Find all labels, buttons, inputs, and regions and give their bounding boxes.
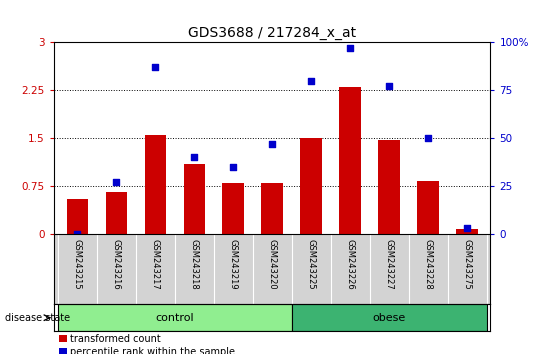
Text: obese: obese: [372, 313, 406, 323]
Point: [424, 135, 432, 141]
Text: GSM243217: GSM243217: [151, 239, 160, 290]
Point: [268, 141, 277, 147]
Point: [307, 78, 315, 84]
Point: [112, 179, 121, 185]
Bar: [292, 304, 487, 331]
Bar: [378, 140, 400, 234]
Text: GSM243227: GSM243227: [385, 239, 393, 290]
Text: control: control: [155, 313, 194, 323]
Point: [385, 84, 393, 89]
Bar: [300, 138, 322, 234]
Bar: [417, 181, 439, 234]
Legend: transformed count, percentile rank within the sample: transformed count, percentile rank withi…: [59, 334, 236, 354]
Point: [346, 45, 355, 51]
Text: GSM243219: GSM243219: [229, 239, 238, 290]
Text: GSM243226: GSM243226: [345, 239, 355, 290]
Text: GSM243225: GSM243225: [307, 239, 316, 290]
Title: GDS3688 / 217284_x_at: GDS3688 / 217284_x_at: [188, 26, 356, 40]
Bar: [223, 183, 244, 234]
Point: [73, 231, 81, 236]
Text: GSM243275: GSM243275: [462, 239, 472, 290]
Point: [463, 225, 472, 231]
Text: disease state: disease state: [5, 313, 71, 323]
Bar: [144, 135, 166, 234]
Point: [190, 154, 198, 160]
Bar: [261, 183, 283, 234]
Point: [229, 164, 238, 170]
Bar: [457, 229, 478, 234]
Bar: [67, 199, 88, 234]
Text: GSM243216: GSM243216: [112, 239, 121, 290]
Bar: [106, 192, 127, 234]
Text: GSM243215: GSM243215: [73, 239, 82, 290]
Text: GSM243228: GSM243228: [424, 239, 433, 290]
Bar: [58, 304, 292, 331]
Bar: [183, 164, 205, 234]
Text: GSM243220: GSM243220: [268, 239, 277, 290]
Bar: [340, 87, 361, 234]
Text: GSM243218: GSM243218: [190, 239, 199, 290]
Point: [151, 64, 160, 70]
